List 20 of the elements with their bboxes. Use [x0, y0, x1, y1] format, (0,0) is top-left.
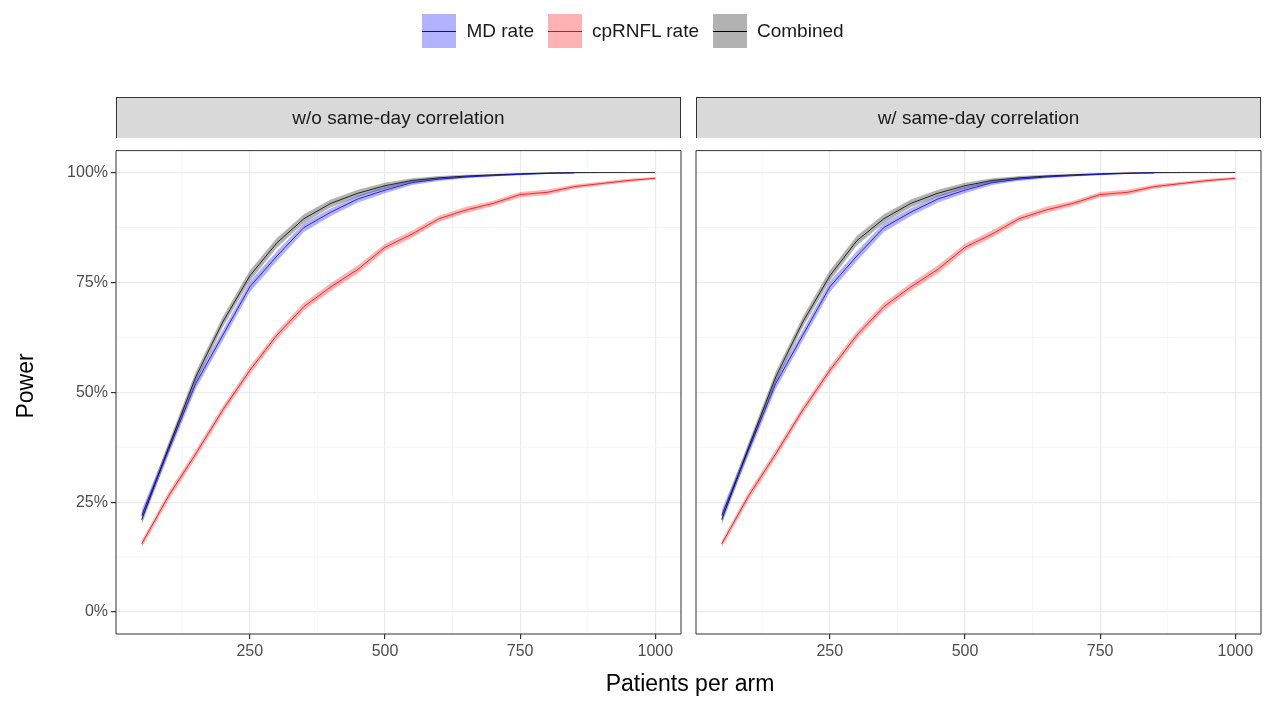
x-tick-label: 1000: [1217, 642, 1254, 660]
legend-label: cpRNFL rate: [591, 20, 699, 42]
chart-title: w/ same-day correlation: [696, 97, 1261, 138]
x-tick-label: 500: [371, 642, 399, 660]
y-tick-label: 75%: [75, 272, 108, 290]
x-tick-label: 500: [951, 642, 979, 660]
y-axis-title: Power: [11, 353, 39, 419]
legend-label: Combined: [756, 20, 844, 42]
x-tick-label: 1000: [637, 642, 674, 660]
y-tick-label: 25%: [75, 492, 108, 510]
x-tick-label: 750: [506, 642, 534, 660]
x-tick-label: 250: [236, 642, 264, 660]
x-axis-title: Patients per arm: [604, 670, 776, 697]
y-tick-label: 100%: [67, 162, 108, 180]
legend-label: MD rate: [466, 20, 534, 42]
y-tick-label: 50%: [75, 382, 108, 400]
chart-title: w/o same-day correlation: [116, 97, 681, 138]
x-tick-label: 750: [1086, 642, 1114, 660]
x-tick-label: 250: [816, 642, 844, 660]
y-tick-label: 0%: [84, 602, 108, 620]
